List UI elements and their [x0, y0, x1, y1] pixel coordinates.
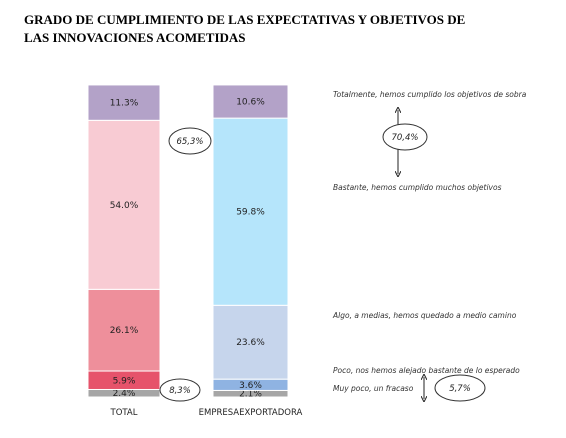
- bar-segment: [87, 288, 161, 372]
- annotation-ellipse: [434, 374, 486, 402]
- chart-title: LAS INNOVACIONES ACOMETIDAS: [24, 30, 246, 45]
- value-label: 10.6%: [236, 98, 265, 108]
- legend-label: Muy poco, un fracaso: [333, 384, 414, 393]
- bar-segment: [87, 119, 161, 290]
- legend-label: Algo, a medias, hemos quedado a medio ca…: [332, 311, 517, 320]
- value-label: 54.0%: [110, 201, 139, 211]
- legend-label: Poco, nos hemos alejado bastante de lo e…: [333, 366, 520, 375]
- bar-segment: [212, 117, 289, 306]
- annotation-ellipse: [382, 123, 428, 151]
- value-label: 3.6%: [239, 381, 262, 391]
- value-label: 26.1%: [110, 326, 139, 336]
- annotation: 8,3%: [169, 386, 191, 396]
- annotation: 65,3%: [176, 137, 203, 147]
- category-label: EMPRESAEXPORTADORA: [199, 408, 303, 418]
- bar-segment: [87, 84, 161, 121]
- category-label: TOTAL: [110, 408, 138, 418]
- value-label: 5.9%: [113, 376, 136, 386]
- annotation: 70,4%: [391, 133, 418, 143]
- value-label: 11.3%: [110, 99, 139, 109]
- value-label: 2.1%: [239, 390, 262, 400]
- bar-segment: [212, 304, 289, 380]
- bar-segment: [212, 84, 289, 119]
- annotation-ellipse: [159, 378, 201, 402]
- legend-label: Totalmente, hemos cumplido los objetivos…: [333, 90, 527, 99]
- value-label: 2.4%: [113, 389, 136, 399]
- legend-label: Bastante, hemos cumplido muchos objetivo…: [333, 183, 502, 192]
- value-label: 23.6%: [236, 338, 265, 348]
- annotation-ellipse: [168, 127, 212, 155]
- chart-title: GRADO DE CUMPLIMIENTO DE LAS EXPECTATIVA…: [24, 12, 465, 27]
- value-label: 59.8%: [236, 208, 265, 218]
- annotation: 5,7%: [449, 384, 471, 394]
